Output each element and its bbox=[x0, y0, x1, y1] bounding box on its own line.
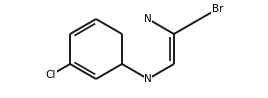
Text: Cl: Cl bbox=[46, 70, 56, 80]
Text: N: N bbox=[144, 74, 152, 84]
Text: Br: Br bbox=[211, 4, 223, 14]
Text: N: N bbox=[144, 14, 152, 24]
